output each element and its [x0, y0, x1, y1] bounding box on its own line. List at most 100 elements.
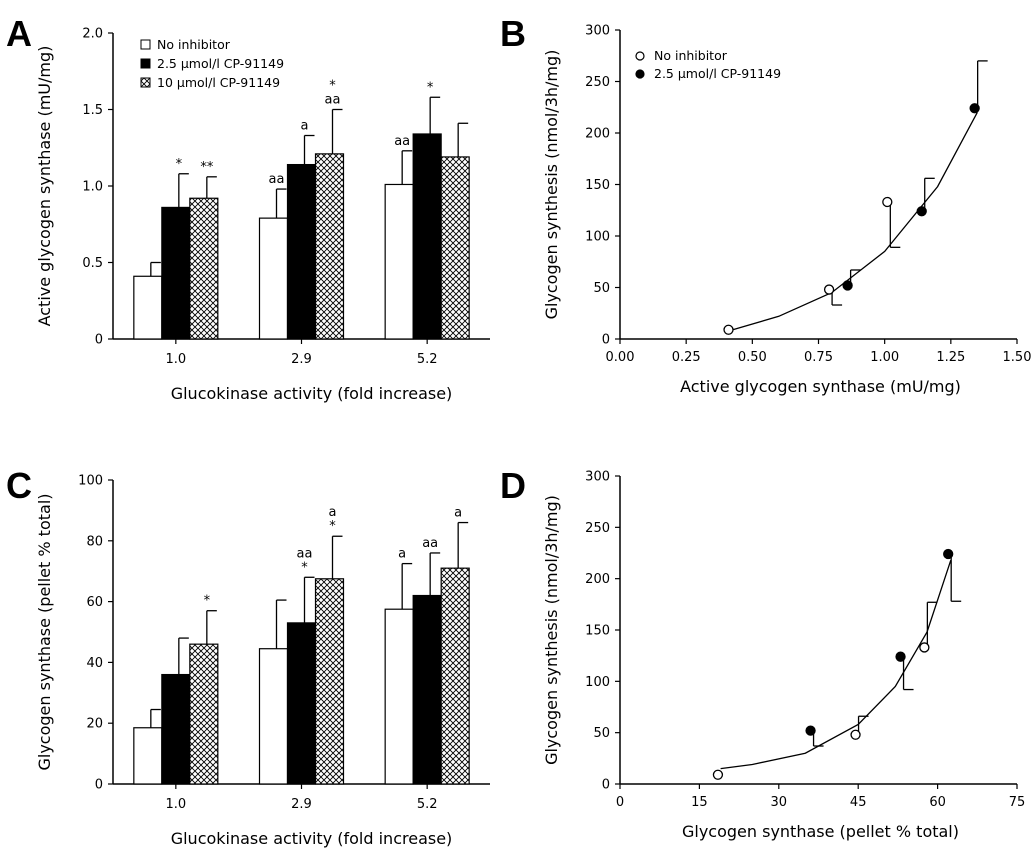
data-point: [723, 324, 734, 335]
y-tick-label: 300: [585, 24, 610, 39]
data-point: [823, 284, 835, 295]
y-tick-label: 250: [585, 521, 610, 536]
y-tick-label: 80: [86, 534, 103, 549]
y-tick-label: 1.0: [82, 180, 103, 195]
legend-swatch: [140, 58, 151, 69]
y-tick-label: 100: [585, 230, 610, 245]
x-tick-label: 2.9: [291, 797, 312, 812]
y-tick-label: 50: [593, 726, 610, 741]
x-tick-label: 5.2: [417, 352, 438, 367]
y-axis-title: Glycogen synthase (pellet % total): [35, 493, 54, 770]
bar: [258, 648, 289, 785]
significance-label: aa: [269, 172, 285, 187]
significance-label: aa *: [297, 546, 313, 575]
y-tick-label: 20: [86, 717, 103, 732]
legend-label: 10 μmol/l CP-91149: [157, 75, 280, 90]
panel-letter-b: B: [500, 13, 526, 54]
legend-marker: [635, 69, 645, 79]
y-tick-label: 150: [585, 178, 610, 193]
bar: [133, 275, 163, 340]
x-tick-label: 5.2: [417, 797, 438, 812]
x-tick-label: 1.25: [936, 350, 965, 365]
data-point: [805, 725, 816, 736]
legend-label: No inhibitor: [654, 48, 728, 63]
y-tick-label: 0.5: [82, 256, 103, 271]
y-tick-label: 60: [86, 595, 103, 610]
significance-label: * aa: [325, 79, 341, 108]
bar: [258, 217, 289, 340]
y-axis-title: Active glycogen synthase (mU/mg): [35, 46, 54, 327]
y-tick-label: 150: [585, 624, 610, 639]
x-axis-title: Active glycogen synthase (mU/mg): [680, 377, 961, 396]
bar: [286, 163, 317, 340]
significance-label: a: [398, 547, 406, 562]
data-point: [895, 651, 906, 662]
panel-letter-c: C: [6, 465, 32, 506]
panel-letter-a: A: [6, 13, 32, 54]
x-axis-title: Glucokinase activity (fold increase): [171, 829, 453, 848]
x-tick-label: 0.75: [804, 350, 833, 365]
data-point: [916, 206, 927, 217]
data-point: [712, 769, 724, 780]
x-tick-label: 1.00: [870, 350, 899, 365]
y-tick-label: 200: [585, 572, 610, 587]
x-tick-label: 0: [616, 795, 624, 810]
x-tick-label: 2.9: [291, 352, 312, 367]
significance-label: a *: [329, 505, 337, 534]
y-tick-label: 50: [593, 281, 610, 296]
y-tick-label: 100: [78, 474, 103, 489]
x-tick-label: 1.0: [165, 797, 186, 812]
significance-label: aa: [394, 134, 410, 149]
bar: [286, 622, 317, 785]
bar: [440, 156, 470, 340]
x-tick-label: 0.25: [672, 350, 701, 365]
y-tick-label: 0: [95, 333, 103, 348]
y-tick-label: 1.5: [82, 103, 103, 118]
bar: [161, 206, 191, 340]
legend-label: No inhibitor: [157, 37, 231, 52]
x-tick-label: 1.0: [165, 352, 186, 367]
x-axis-title: Glycogen synthase (pellet % total): [682, 822, 959, 841]
y-tick-label: 0: [95, 778, 103, 793]
legend-swatch: [140, 77, 151, 88]
bar: [412, 133, 442, 340]
y-tick-label: 200: [585, 127, 610, 142]
data-point: [969, 103, 980, 114]
x-tick-label: 60: [929, 795, 946, 810]
data-point: [882, 196, 893, 208]
legend-swatch: [140, 39, 151, 50]
significance-label: *: [204, 594, 211, 609]
fit-curve: [720, 559, 952, 770]
legend-label: 2.5 μmol/l CP-91149: [654, 66, 781, 81]
significance-label: **: [200, 160, 214, 175]
legend-label: 2.5 μmol/l CP-91149: [157, 56, 284, 71]
significance-label: aa: [422, 536, 438, 551]
data-point: [842, 280, 853, 291]
bar-chart-c: 0 20 40 60 80 100 Glycogen synthase (pellet % …: [35, 474, 490, 848]
fit-curve: [725, 112, 978, 333]
bar: [189, 643, 219, 785]
x-tick-label: 45: [850, 795, 867, 810]
x-tick-label: 0.50: [738, 350, 767, 365]
y-tick-label: 0: [602, 778, 610, 793]
legend-marker: [635, 51, 645, 61]
data-point: [919, 642, 930, 653]
bar: [314, 578, 345, 785]
bar: [440, 567, 470, 785]
significance-label: a: [301, 119, 309, 134]
x-tick-label: 75: [1009, 795, 1026, 810]
y-tick-label: 2.0: [82, 27, 103, 42]
y-tick-label: 100: [585, 675, 610, 690]
y-axis-title: Glycogen synthesis (nmol/3h/mg): [542, 50, 561, 320]
data-point: [943, 548, 954, 560]
bar: [314, 153, 345, 340]
y-tick-label: 300: [585, 470, 610, 485]
bar: [384, 608, 414, 785]
scatter-chart-b: 0 50 100 150 200 250 300 Glycogen synthesis (nm…: [542, 24, 1031, 397]
x-tick-label: 30: [771, 795, 788, 810]
x-tick-label: 1.50: [1003, 350, 1032, 365]
bar-chart-a: 0 0.5 1.0 1.5 2.0 Active glycogen synthase (m…: [35, 27, 490, 403]
x-tick-label: 15: [691, 795, 708, 810]
